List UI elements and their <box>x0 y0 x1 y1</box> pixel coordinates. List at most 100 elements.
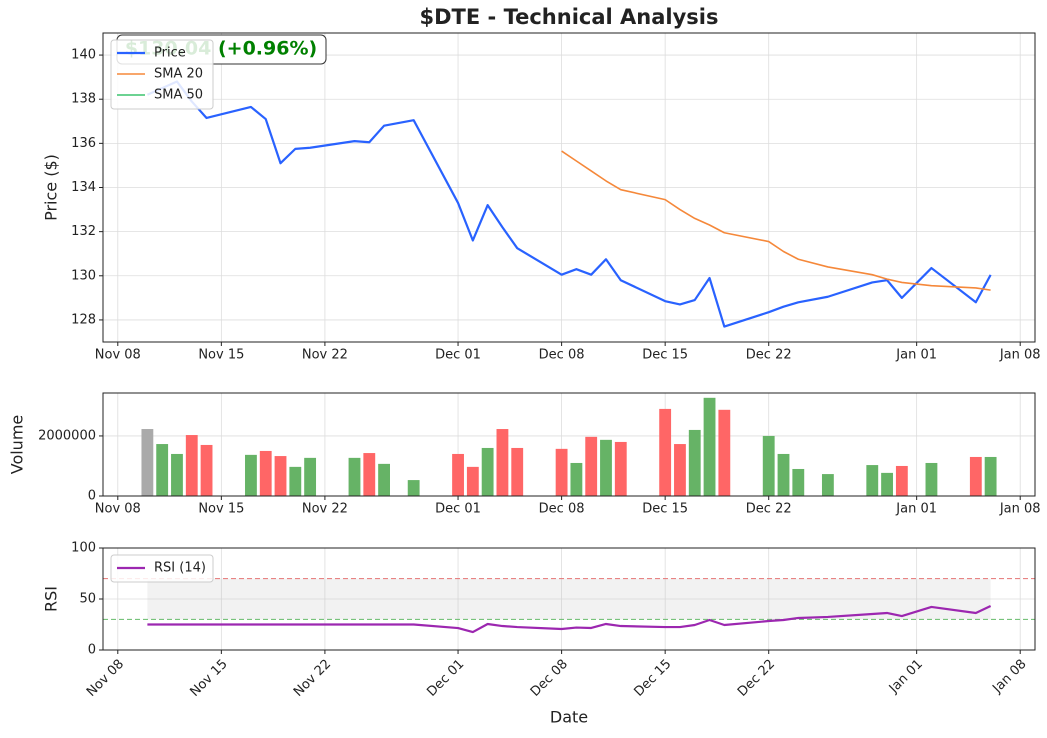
y-tick-label: 130 <box>71 268 96 283</box>
legend-label: SMA 20 <box>154 67 203 82</box>
bar <box>200 444 213 496</box>
bar <box>792 468 805 496</box>
x-tick-label: Nov 22 <box>302 502 348 517</box>
plot-frame <box>102 392 1036 497</box>
bar <box>304 457 317 496</box>
x-tick-label: Jan 01 <box>895 502 937 517</box>
x-tick-label: Nov 22 <box>302 348 348 363</box>
legend-label: SMA 50 <box>154 88 203 103</box>
y-tick-label: 2000000 <box>38 428 96 443</box>
y-tick-label: 0 <box>88 489 96 504</box>
bar <box>511 447 524 496</box>
x-axis-label: Date <box>550 708 588 727</box>
x-tick-label: Nov 22 <box>291 657 334 700</box>
bar <box>703 397 716 496</box>
y-tick-label: 100 <box>71 541 96 556</box>
legend-box <box>110 39 214 110</box>
x-tick-label: Nov 15 <box>198 502 244 517</box>
x-tick-label: Jan 08 <box>989 657 1029 697</box>
x-tick-label: Nov 08 <box>95 348 141 363</box>
panel: Nov 08 Nov 15 Nov 22 Dec 01 Dec 08 Dec 15 Dec … <box>42 5 1041 363</box>
bar <box>363 453 376 496</box>
bar <box>718 409 731 496</box>
bar <box>969 456 982 496</box>
x-tick-label: Nov 08 <box>84 657 127 700</box>
bar <box>674 444 686 496</box>
legend-label: RSI (14) <box>154 561 206 576</box>
x-tick-label: Jan 08 <box>999 502 1041 517</box>
y-tick-label: 132 <box>71 224 96 239</box>
bar <box>881 472 893 496</box>
y-tick-label: 134 <box>71 180 96 195</box>
x-tick-label: Dec 22 <box>746 502 792 517</box>
chart-title: $DTE - Technical Analysis <box>420 5 719 29</box>
y-axis-label: Volume <box>8 415 27 475</box>
x-tick-label: Jan 01 <box>886 657 926 697</box>
bar <box>555 448 568 496</box>
bar <box>274 456 287 496</box>
x-tick-label: Nov 08 <box>95 502 141 517</box>
x-tick-label: Jan 01 <box>895 348 937 363</box>
x-tick-label: Dec 15 <box>631 657 674 700</box>
y-tick-label: 0 <box>88 643 96 658</box>
y-axis-label: Price ($) <box>42 154 61 221</box>
x-tick-label: Dec 01 <box>435 502 481 517</box>
bar <box>600 439 612 496</box>
x-tick-label: Dec 08 <box>539 348 585 363</box>
bar <box>407 480 420 496</box>
bar <box>866 465 879 496</box>
bar <box>585 436 598 496</box>
x-tick-label: Dec 22 <box>735 657 778 700</box>
bar <box>895 465 908 496</box>
bar <box>762 435 775 496</box>
panel: Nov 08 Nov 15 Nov 22 Dec 01 Dec 08 Dec 15 Dec … <box>42 541 1036 727</box>
bar <box>984 456 997 496</box>
bar <box>245 454 257 496</box>
y-tick-label: 50 <box>79 592 96 607</box>
x-tick-label: Dec 15 <box>642 502 688 517</box>
bar <box>141 429 154 496</box>
bar <box>156 444 169 496</box>
bar <box>821 474 834 496</box>
bar <box>570 462 583 496</box>
bar <box>777 453 790 496</box>
x-tick-label: Dec 01 <box>435 348 481 363</box>
x-tick-label: Dec 22 <box>746 348 792 363</box>
series-line <box>147 605 992 634</box>
series-line <box>561 150 991 291</box>
x-tick-label: Nov 15 <box>198 348 244 363</box>
x-tick-label: Nov 15 <box>187 657 230 700</box>
y-tick-label: 136 <box>71 136 96 151</box>
bar <box>481 447 494 496</box>
x-tick-label: Dec 08 <box>539 502 585 517</box>
panel: Nov 08 Nov 15 Nov 22 Dec 01 Dec 08 Dec 15 Dec … <box>8 392 1041 517</box>
bar <box>378 463 390 496</box>
bar <box>289 466 302 496</box>
bar <box>452 453 464 496</box>
bar <box>496 429 509 496</box>
x-tick-label: Dec 08 <box>528 657 571 700</box>
plot-frame <box>102 547 1036 651</box>
legend-label: Price <box>154 46 186 61</box>
plot-frame <box>102 32 1036 343</box>
bar <box>259 450 272 496</box>
bar <box>348 457 361 496</box>
y-tick-label: 128 <box>71 312 96 327</box>
bar <box>466 466 479 496</box>
y-axis-label: RSI <box>42 586 61 612</box>
legend-box <box>110 554 214 583</box>
y-tick-label: 140 <box>71 48 96 63</box>
series-line <box>146 80 992 328</box>
bar <box>659 408 672 496</box>
x-tick-label: Dec 01 <box>424 657 467 700</box>
y-tick-label: 138 <box>71 92 96 107</box>
bar <box>925 462 938 496</box>
shaded-band <box>147 578 991 620</box>
bar <box>614 441 627 496</box>
bar <box>185 435 198 496</box>
bar <box>688 429 701 496</box>
x-tick-label: Dec 15 <box>642 348 688 363</box>
bar <box>171 453 183 496</box>
x-tick-label: Jan 08 <box>999 348 1041 363</box>
